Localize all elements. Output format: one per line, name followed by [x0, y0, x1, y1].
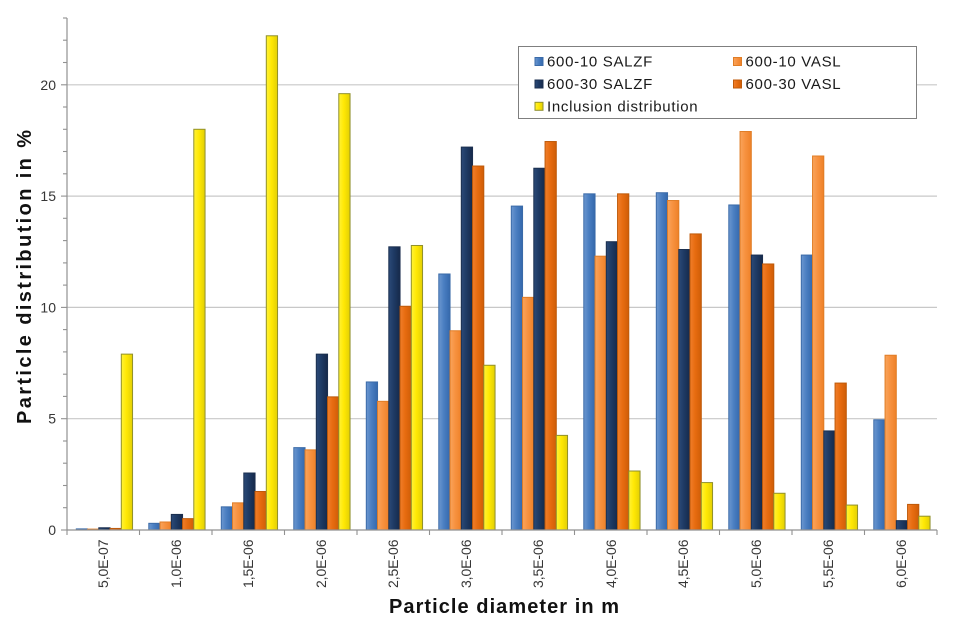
svg-text:6,0E-06: 6,0E-06 [893, 539, 909, 588]
svg-text:Particle diameter in m: Particle diameter in m [389, 596, 619, 618]
svg-text:15: 15 [40, 188, 56, 204]
svg-text:2,5E-06: 2,5E-06 [385, 539, 401, 588]
svg-text:3,5E-06: 3,5E-06 [530, 539, 546, 588]
svg-text:5,0E-06: 5,0E-06 [748, 539, 764, 588]
svg-text:3,0E-06: 3,0E-06 [458, 539, 474, 588]
svg-text:10: 10 [40, 299, 56, 315]
svg-text:5: 5 [48, 411, 56, 427]
svg-text:600-10 SALZF: 600-10 SALZF [547, 54, 653, 71]
svg-text:4,5E-06: 4,5E-06 [675, 539, 691, 588]
svg-text:600-10 VASL: 600-10 VASL [746, 54, 842, 71]
svg-text:Particle distribution in %: Particle distribution in % [14, 130, 36, 424]
svg-text:1,5E-06: 1,5E-06 [240, 539, 256, 588]
svg-text:0: 0 [48, 522, 56, 538]
svg-text:2,0E-06: 2,0E-06 [313, 539, 329, 588]
svg-text:Inclusion distribution: Inclusion distribution [547, 99, 698, 116]
svg-text:20: 20 [40, 77, 56, 93]
svg-text:5,0E-07: 5,0E-07 [95, 539, 111, 588]
svg-text:600-30 VASL: 600-30 VASL [746, 76, 842, 93]
svg-text:4,0E-06: 4,0E-06 [603, 539, 619, 588]
svg-text:1,0E-06: 1,0E-06 [168, 539, 184, 588]
svg-text:5,5E-06: 5,5E-06 [820, 539, 836, 588]
svg-text:600-30 SALZF: 600-30 SALZF [547, 76, 653, 93]
